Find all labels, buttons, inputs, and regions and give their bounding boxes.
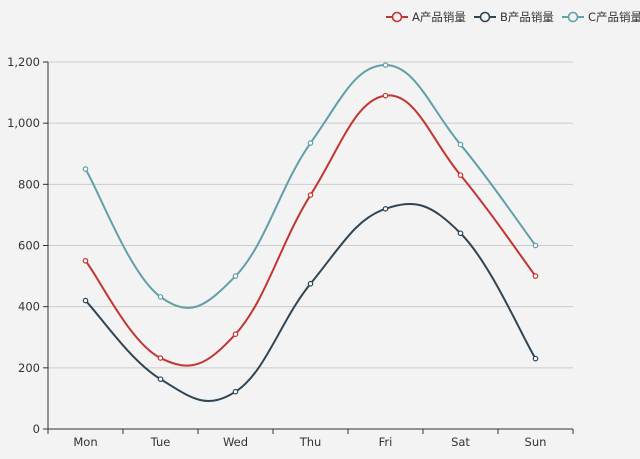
data-point[interactable]	[82, 297, 89, 304]
data-point[interactable]	[307, 140, 314, 146]
legend-marker-icon	[567, 11, 579, 23]
legend-item-1[interactable]: A产品销量	[386, 10, 466, 24]
data-point[interactable]	[82, 166, 89, 172]
series-line-3	[84, 64, 537, 309]
data-point[interactable]	[532, 355, 539, 362]
y-tick-label: 200	[18, 361, 40, 375]
data-point[interactable]	[382, 206, 389, 212]
data-point[interactable]	[457, 230, 464, 237]
data-point[interactable]	[157, 376, 164, 382]
legend-item-3[interactable]: C产品销量	[562, 10, 640, 24]
data-point[interactable]	[232, 388, 239, 395]
axes: 0 200 400 600 800 1,000 1,200 Mon Tue Wed Thu Fri Sa…	[7, 55, 574, 449]
data-point[interactable]	[232, 273, 239, 279]
data-point[interactable]	[382, 62, 389, 68]
x-tick-label: Tue	[150, 435, 171, 449]
y-tick-label: 400	[18, 300, 40, 314]
x-tick-label: Wed	[223, 435, 248, 449]
data-point[interactable]	[457, 141, 464, 148]
data-point[interactable]	[157, 355, 164, 361]
legend-label: C产品销量	[588, 10, 640, 24]
data-point[interactable]	[382, 92, 389, 99]
legend-label: B产品销量	[500, 10, 554, 24]
data-point[interactable]	[82, 257, 89, 264]
data-point[interactable]	[307, 280, 314, 287]
data-point[interactable]	[157, 294, 164, 300]
data-point[interactable]	[532, 242, 539, 249]
x-tick-label: Fri	[379, 435, 393, 449]
gridlines	[48, 61, 573, 369]
data-point[interactable]	[307, 192, 314, 198]
y-tick-label: 600	[18, 239, 40, 253]
y-tick-label: 1,200	[7, 55, 40, 69]
series-lines	[84, 64, 537, 402]
data-point[interactable]	[457, 172, 464, 178]
legend-marker-icon	[391, 11, 403, 23]
legend-item-2[interactable]: B产品销量	[474, 10, 554, 24]
data-point[interactable]	[232, 331, 239, 337]
y-tick-label: 1,000	[7, 116, 40, 130]
x-tick-label: Sun	[525, 435, 547, 449]
y-tick-label: 0	[33, 422, 40, 436]
series-line-2	[84, 202, 537, 402]
legend[interactable]: A产品销量 B产品销量 C产品销量	[386, 10, 640, 24]
x-tick-label: Thu	[299, 435, 322, 449]
x-tick-label: Sat	[451, 435, 470, 449]
series-line-1	[84, 94, 537, 367]
legend-label: A产品销量	[412, 10, 466, 24]
x-tick-label: Mon	[73, 435, 97, 449]
legend-marker-icon	[479, 11, 491, 23]
data-points	[82, 62, 539, 395]
data-point[interactable]	[532, 273, 539, 279]
y-tick-label: 800	[18, 177, 40, 191]
